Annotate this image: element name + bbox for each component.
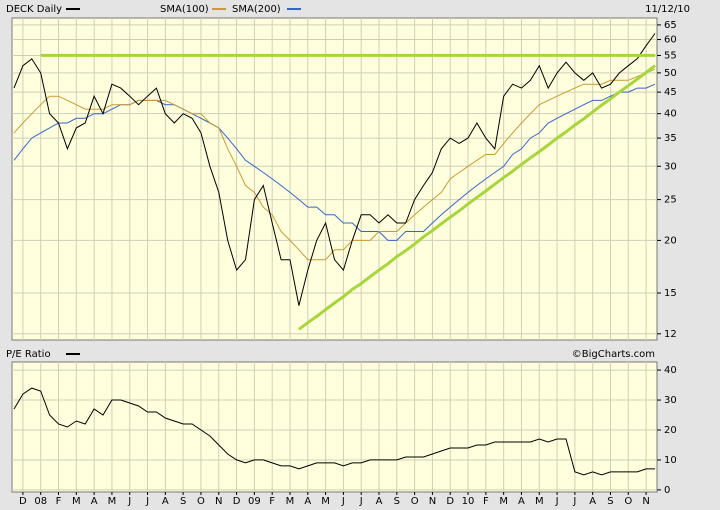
x-tick-label: J [127,496,131,507]
x-tick-label: 09 [248,496,261,507]
y-tick-label: 12 [664,329,677,340]
x-tick-label: N [642,496,649,507]
x-tick-label: O [197,496,205,507]
y-tick-label: 40 [664,109,677,120]
x-tick-label: O [624,496,632,507]
line [298,64,656,331]
x-tick-label: F [56,496,62,507]
legend-label: SMA(100) [160,4,209,15]
x-tick-label: D [19,496,27,507]
date: 11/12/10 [645,4,690,15]
y-tick-label: 55 [664,50,677,61]
x-tick-label: M [286,496,295,507]
x-tick-label: M [321,496,330,507]
y-tick-label: 65 [664,20,677,31]
x-tick-label: J [555,496,559,507]
legend-label: SMA(200) [232,4,281,15]
x-tick-label: O [411,496,419,507]
legend-label: P/E Ratio [6,349,51,360]
x-tick-label: N [215,496,222,507]
y-tick-label: 0 [664,485,670,496]
y-tick-label: 35 [664,133,677,144]
x-tick-label: A [376,496,383,507]
source: ©BigCharts.com [572,349,655,360]
x-tick-label: S [607,496,613,507]
x-tick-label: M [72,496,81,507]
x-tick-label: 10 [462,496,475,507]
x-tick-label: F [483,496,489,507]
y-tick-label: 20 [664,235,677,246]
x-tick-label: J [341,496,345,507]
x-tick-label: D [446,496,454,507]
line [13,33,656,306]
y-tick-label: 45 [664,87,677,98]
y-tick-label: 15 [664,288,677,299]
price-panel [11,17,658,341]
x-tick-label: S [180,496,186,507]
x-tick-label: J [145,496,149,507]
x-tick-label: M [499,496,508,507]
x-tick-label: 08 [34,496,47,507]
y-tick-label: 40 [664,365,677,376]
x-tick-label: A [162,496,169,507]
pe-panel [11,361,658,493]
x-tick-label: S [394,496,400,507]
y-tick-label: 30 [664,395,677,406]
x-tick-label: D [233,496,241,507]
x-tick-label: A [518,496,525,507]
line [13,68,656,261]
x-tick-label: J [572,496,576,507]
x-tick-label: A [589,496,596,507]
x-tick-label: F [269,496,275,507]
x-tick-label: M [108,496,117,507]
x-tick-label: N [429,496,436,507]
legend-label: DECK Daily [6,4,62,15]
x-tick-label: A [91,496,98,507]
y-tick-label: 20 [664,425,677,436]
y-tick-label: 30 [664,161,677,172]
x-tick-label: A [304,496,311,507]
y-tick-label: 10 [664,455,677,466]
y-tick-label: 50 [664,68,677,79]
x-tick-label: M [535,496,544,507]
x-tick-label: J [359,496,363,507]
y-tick-label: 60 [664,35,677,46]
line [13,387,655,476]
y-tick-label: 25 [664,195,677,206]
